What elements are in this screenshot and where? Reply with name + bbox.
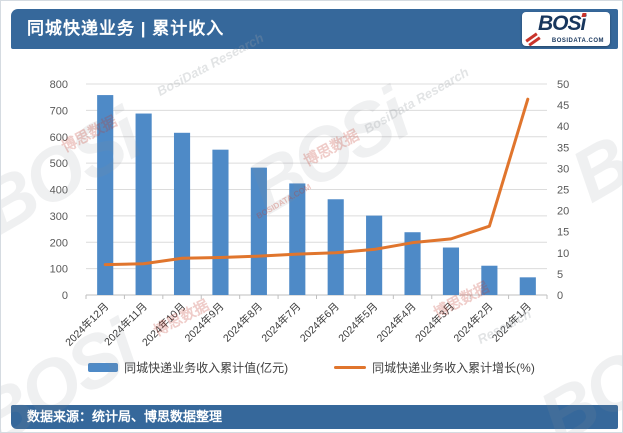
left-axis-tick-label: 0 bbox=[62, 290, 68, 302]
revenue-bar bbox=[250, 167, 267, 295]
revenue-bar bbox=[519, 277, 536, 295]
revenue-bar bbox=[97, 95, 114, 295]
bar-series-swatch-icon bbox=[88, 363, 119, 372]
left-axis-tick-label: 200 bbox=[50, 237, 68, 249]
left-axis-tick-label: 600 bbox=[50, 132, 68, 144]
line-series-swatch-icon bbox=[334, 366, 367, 369]
bosi-logo: BOSi BOSIDATA.COM bbox=[522, 12, 610, 46]
x-axis-tick-label: 2024年4月 bbox=[374, 300, 419, 345]
revenue-bar bbox=[481, 265, 498, 295]
data-source-text: 数据来源：统计局、博思数据整理 bbox=[27, 409, 223, 424]
right-axis-tick-label: 0 bbox=[557, 290, 563, 302]
revenue-bar bbox=[173, 132, 191, 295]
right-axis-tick-label: 20 bbox=[557, 206, 569, 218]
right-axis-tick-label: 45 bbox=[557, 100, 569, 112]
right-axis-tick-label: 35 bbox=[557, 142, 569, 154]
right-axis-tick-label: 40 bbox=[557, 121, 569, 133]
left-axis-tick-label: 100 bbox=[50, 264, 68, 276]
x-axis-tick-label: 2024年6月 bbox=[297, 300, 342, 345]
revenue-bar bbox=[212, 149, 229, 295]
page-title: 同城快递业务 | 累计收入 bbox=[27, 19, 225, 38]
right-axis-tick-label: 15 bbox=[557, 227, 569, 239]
left-axis-tick-label: 400 bbox=[50, 185, 68, 197]
left-axis-tick-label: 800 bbox=[50, 79, 68, 91]
legend-label-revenue: 同城快递业务收入累计值(亿元) bbox=[124, 361, 289, 375]
left-axis-tick-label: 300 bbox=[50, 211, 68, 223]
growth-line bbox=[103, 97, 530, 267]
right-axis-tick-label: 10 bbox=[557, 248, 569, 260]
revenue-bar bbox=[135, 113, 152, 295]
left-axis-tick-label: 500 bbox=[50, 158, 68, 170]
revenue-bar bbox=[289, 183, 306, 295]
x-axis-tick-label: 2024年3月 bbox=[412, 300, 457, 345]
x-axis-tick-label: 2024年5月 bbox=[336, 300, 381, 345]
legend-item-revenue: 同城快递业务收入累计值(亿元) bbox=[88, 359, 288, 376]
left-axis-tick-label: 700 bbox=[50, 105, 68, 117]
revenue-bar bbox=[327, 199, 344, 295]
x-axis-tick-label: 2024年2月 bbox=[451, 300, 496, 345]
legend-item-growth: 同城快递业务收入累计增长(%) bbox=[334, 359, 535, 376]
revenue-bar bbox=[366, 215, 383, 295]
x-axis-tick-label: 2024年1月 bbox=[489, 300, 534, 345]
logo-domain-text: BOSIDATA.COM bbox=[551, 38, 604, 44]
right-axis-tick-label: 30 bbox=[557, 163, 569, 175]
header-band: 同城快递业务 | 累计收入 BOSi BOSIDATA.COM bbox=[11, 9, 618, 49]
revenue-bar bbox=[404, 232, 421, 295]
x-axis-tick-label: 2024年8月 bbox=[220, 300, 265, 345]
footer-band: 数据来源：统计局、博思数据整理 bbox=[11, 405, 618, 429]
chart-legend: 同城快递业务收入累计值(亿元) 同城快递业务收入累计增长(%) bbox=[1, 359, 622, 376]
x-axis-tick-label: 2024年7月 bbox=[259, 300, 304, 345]
right-axis-tick-label: 25 bbox=[557, 185, 569, 197]
logo-brand-text: BOSi bbox=[538, 12, 586, 35]
right-axis-tick-label: 50 bbox=[557, 79, 569, 91]
combo-chart: 0 100 200 300 400 500 600 700 800 0 5 10 15 20 25 30 35 4… bbox=[50, 79, 570, 349]
x-axis-tick-label: 2024年9月 bbox=[182, 300, 227, 345]
chart-area: 0 100 200 300 400 500 600 700 800 0 5 10 15 20 25 30 35 4… bbox=[16, 61, 609, 361]
legend-label-growth: 同城快递业务收入累计增长(%) bbox=[372, 361, 535, 375]
right-axis-tick-label: 5 bbox=[557, 269, 563, 281]
revenue-bar bbox=[442, 247, 460, 295]
